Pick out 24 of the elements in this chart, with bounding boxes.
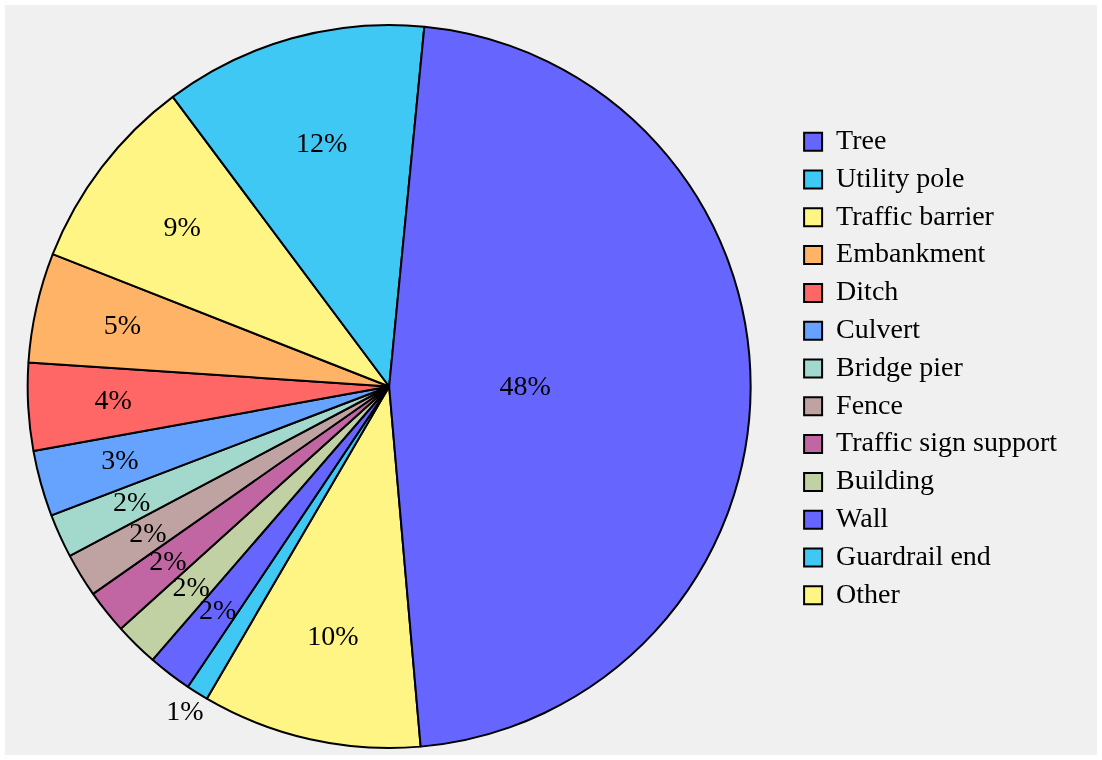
data-label: 2% bbox=[129, 516, 167, 548]
legend-label: Embankment bbox=[836, 237, 986, 269]
legend-label: Building bbox=[836, 464, 935, 496]
legend-label: Other bbox=[836, 577, 901, 609]
legend-label: Utility pole bbox=[836, 161, 965, 193]
legend-label: Traffic barrier bbox=[836, 199, 995, 231]
data-label: 48% bbox=[499, 369, 551, 401]
legend-label: Tree bbox=[836, 124, 887, 156]
data-label: 10% bbox=[307, 619, 359, 651]
data-label: 2% bbox=[149, 545, 187, 577]
data-label: 9% bbox=[163, 210, 201, 242]
legend-label: Traffic sign support bbox=[836, 426, 1058, 458]
legend-label: Fence bbox=[836, 388, 903, 420]
data-label: 2% bbox=[112, 485, 151, 517]
data-label: 4% bbox=[94, 384, 132, 416]
legend-label: Culvert bbox=[836, 313, 921, 345]
legend-label: Ditch bbox=[836, 275, 899, 307]
data-label: 5% bbox=[103, 309, 142, 341]
legend-label: Bridge pier bbox=[836, 350, 964, 382]
legend-label: Wall bbox=[836, 502, 889, 534]
data-label: 12% bbox=[296, 127, 348, 159]
data-label: 1% bbox=[166, 695, 204, 727]
data-label: 3% bbox=[101, 444, 139, 475]
legend-label: Guardrail end bbox=[836, 539, 991, 571]
